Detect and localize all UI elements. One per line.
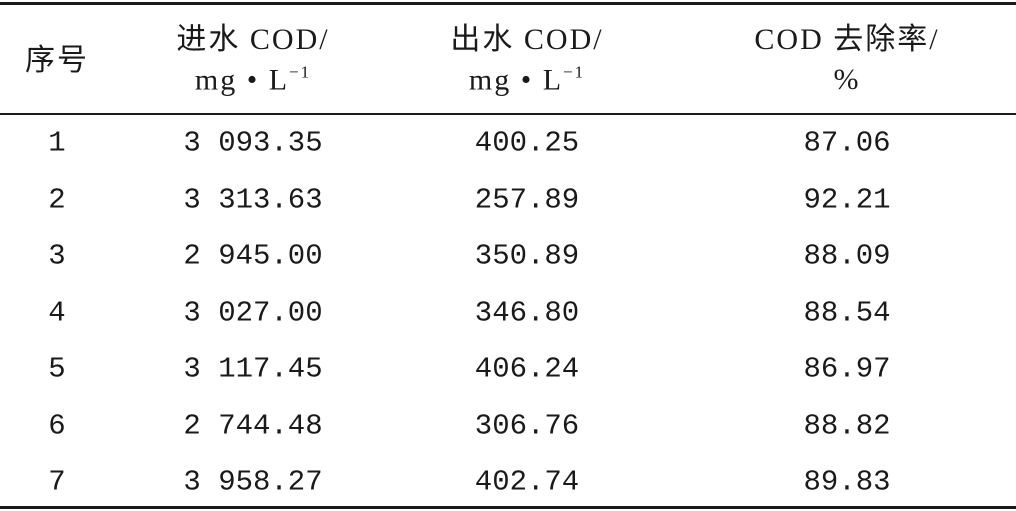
data-cell: 3 313.63	[183, 183, 323, 216]
bottom-rule	[0, 506, 1016, 509]
row-index: 6	[48, 409, 66, 442]
header-rule	[0, 113, 1016, 115]
data-cell: 2 945.00	[183, 239, 323, 273]
unit-text: mg • L	[194, 63, 290, 97]
top-rule	[0, 2, 1016, 5]
data-cell: 346.80	[474, 296, 580, 329]
data-cell: 306.76	[474, 409, 580, 442]
header-unit: mg • L−1	[469, 63, 585, 98]
header-cell: 进水 COD/	[176, 23, 330, 56]
row-index: 7	[48, 465, 66, 499]
header-unit: %	[834, 63, 861, 97]
data-cell: 88.54	[803, 296, 891, 329]
data-cell: 86.97	[803, 352, 891, 386]
data-cell: 350.89	[474, 239, 580, 273]
unit-exponent: −1	[563, 62, 586, 82]
header-cell: 序号	[25, 44, 89, 77]
data-cell: 3 958.27	[183, 465, 323, 499]
data-cell: 3 093.35	[183, 126, 323, 160]
data-cell: 88.82	[803, 409, 891, 442]
row-index: 1	[48, 126, 66, 160]
header-unit: mg • L−1	[195, 63, 311, 98]
row-index: 5	[48, 352, 66, 386]
data-cell: 3 027.00	[183, 296, 323, 329]
unit-text: %	[833, 63, 861, 96]
data-cell: 88.09	[803, 239, 891, 273]
data-cell: 87.06	[803, 126, 891, 160]
data-cell: 92.21	[803, 183, 891, 216]
data-cell: 402.74	[474, 465, 580, 499]
row-index: 3	[48, 239, 66, 273]
data-cell: 3 117.45	[183, 352, 323, 386]
data-cell: 2 744.48	[183, 409, 323, 442]
row-index: 4	[48, 296, 66, 329]
header-cell: COD 去除率/	[754, 23, 940, 56]
data-cell: 89.83	[803, 465, 891, 499]
data-cell: 257.89	[474, 183, 580, 216]
data-cell: 406.24	[474, 352, 580, 386]
unit-text: mg • L	[468, 63, 564, 97]
data-cell: 400.25	[474, 126, 580, 160]
row-index: 2	[48, 183, 66, 216]
header-cell: 出水 COD/	[450, 23, 604, 56]
unit-exponent: −1	[289, 62, 312, 82]
